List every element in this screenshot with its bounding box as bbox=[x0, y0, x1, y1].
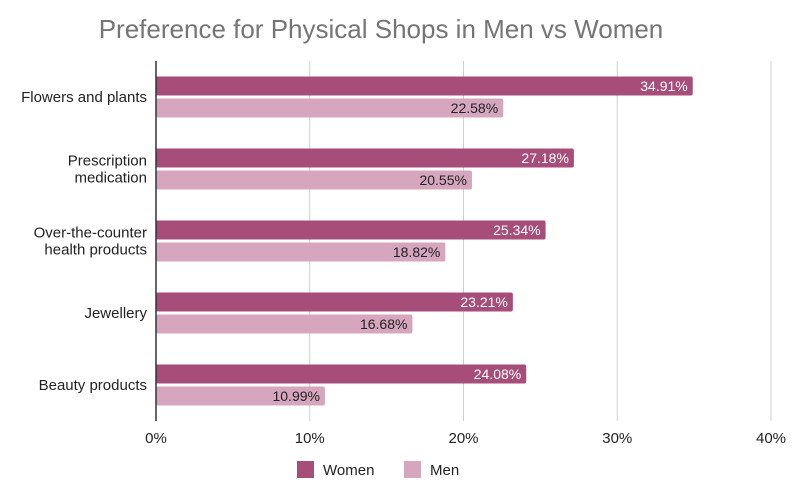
bar-women bbox=[156, 292, 513, 312]
chart-title: Preference for Physical Shops in Men vs … bbox=[99, 14, 664, 44]
data-label-women: 23.21% bbox=[460, 294, 507, 310]
legend-item-men: Men bbox=[404, 461, 459, 479]
data-label-men: 22.58% bbox=[451, 100, 498, 116]
category-label: Jewellery bbox=[84, 305, 147, 322]
category-label-line: Prescription bbox=[68, 153, 147, 170]
category-label: Beauty products bbox=[39, 377, 147, 394]
data-label-men: 16.68% bbox=[360, 316, 407, 332]
x-tick-label: 10% bbox=[295, 430, 325, 447]
bar-women bbox=[156, 148, 574, 168]
category-label-line: Flowers and plants bbox=[21, 89, 147, 106]
category-label-line: health products bbox=[44, 242, 147, 259]
legend-label: Women bbox=[323, 462, 374, 479]
bar-women bbox=[156, 220, 546, 240]
x-tick-label: 20% bbox=[448, 430, 478, 447]
x-tick-label: 0% bbox=[145, 430, 167, 447]
bar-women bbox=[156, 76, 693, 96]
category-label: Over-the-counter health products bbox=[34, 225, 147, 259]
legend-swatch bbox=[404, 461, 421, 478]
data-label-women: 25.34% bbox=[493, 222, 540, 238]
bar-women bbox=[156, 364, 527, 384]
category-label-line: medication bbox=[74, 170, 147, 187]
legend-swatch bbox=[297, 461, 314, 478]
data-labels: 34.91% 22.58% 27.18% 20.55% 25.34% 18.82% 23.2… bbox=[272, 78, 687, 404]
legend-item-women: Women bbox=[297, 461, 374, 479]
data-label-men: 20.55% bbox=[419, 172, 466, 188]
category-label: Flowers and plants bbox=[21, 89, 147, 106]
bar-men bbox=[156, 170, 472, 190]
category-label-line: Jewellery bbox=[84, 305, 147, 322]
legend-label: Men bbox=[430, 462, 459, 479]
bars bbox=[156, 76, 693, 406]
data-label-men: 10.99% bbox=[272, 388, 319, 404]
legend: Women Men bbox=[297, 461, 459, 479]
x-tick-label: 30% bbox=[602, 430, 632, 447]
bar-men bbox=[156, 242, 446, 262]
data-label-women: 34.91% bbox=[640, 78, 687, 94]
gridlines bbox=[309, 61, 772, 421]
data-label-women: 24.08% bbox=[474, 366, 521, 382]
bar-men bbox=[156, 386, 325, 406]
data-label-men: 18.82% bbox=[393, 244, 440, 260]
x-tick-labels: 0% 10% 20% 30% 40% bbox=[145, 430, 786, 447]
x-tick-label: 40% bbox=[756, 430, 786, 447]
category-label: Prescription medication bbox=[68, 153, 147, 187]
bar-men bbox=[156, 98, 504, 118]
bar-men bbox=[156, 314, 413, 334]
category-label-line: Over-the-counter bbox=[34, 225, 147, 242]
data-label-women: 27.18% bbox=[521, 150, 568, 166]
category-labels: Flowers and plants Prescription medication… bbox=[21, 89, 147, 394]
category-label-line: Beauty products bbox=[39, 377, 147, 394]
